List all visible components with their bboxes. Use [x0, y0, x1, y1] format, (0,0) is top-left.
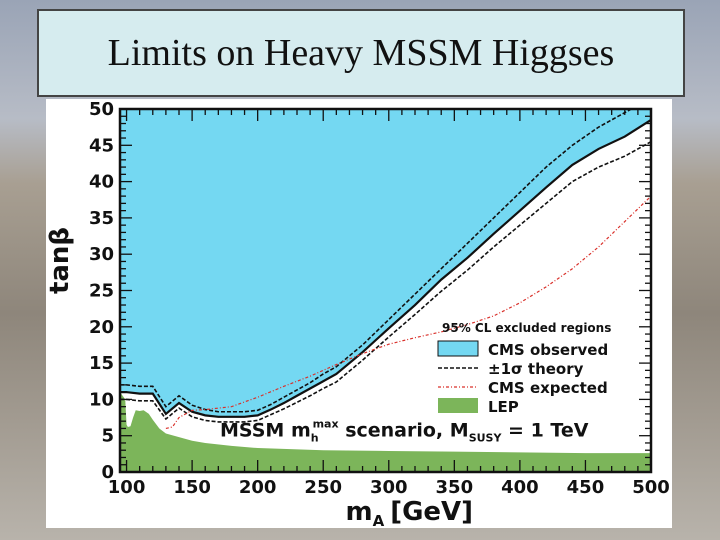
y-tick-label: 50	[89, 99, 114, 120]
legend-swatch	[437, 340, 479, 357]
exclusion-plot: 100 150 200 250 300 350 400 450 500 0 5 10 15 20 25 30 3…	[45, 99, 672, 530]
slide-title: Limits on Heavy MSSM Higgses	[37, 9, 685, 97]
scenario-annotation: MSSM mhmax scenario, MSUSY = 1 TeV	[220, 417, 589, 444]
legend-swatch	[438, 398, 478, 413]
theory-lower-line	[120, 140, 651, 423]
y-tick-label: 5	[101, 426, 114, 447]
y-tick-label: 40	[89, 172, 114, 193]
lep-region	[120, 392, 651, 472]
cms-observed-line	[120, 118, 651, 418]
y-tick-label: 0	[101, 462, 114, 483]
y-tick-label: 20	[89, 317, 114, 338]
legend-label: LEP	[488, 398, 519, 416]
x-tick-label: 500	[632, 477, 670, 498]
y-tick-label: 45	[89, 135, 114, 156]
x-tick-label: 400	[501, 477, 539, 498]
x-tick-label: 200	[239, 477, 277, 498]
legend-label: ±1σ theory	[488, 360, 584, 378]
x-tick-label: 150	[173, 477, 211, 498]
x-tick-label: 250	[304, 477, 342, 498]
y-tick-label: 15	[89, 353, 114, 374]
theory-upper-line	[120, 109, 633, 413]
cms-observed-region	[120, 109, 651, 417]
y-tick-label: 25	[89, 281, 114, 302]
legend-label: CMS observed	[488, 341, 608, 359]
y-tick-label: 10	[89, 389, 114, 410]
x-tick-label: 450	[567, 477, 605, 498]
x-axis-label: mA [GeV]	[346, 497, 474, 528]
x-tick-label: 300	[370, 477, 408, 498]
y-tick-label: 30	[89, 244, 114, 265]
legend-label: CMS expected	[488, 379, 608, 397]
y-tick-label: 35	[89, 208, 114, 229]
y-axis-label: tanβ	[46, 227, 75, 294]
x-tick-label: 350	[436, 477, 474, 498]
legend-title: 95% CL excluded regions	[442, 321, 611, 335]
x-tick-label: 100	[108, 477, 146, 498]
exclusion-plot-svg: 100 150 200 250 300 350 400 450 500 0 5 10 15 20 25 30 3…	[45, 99, 670, 530]
cms-expected-line	[165, 195, 651, 430]
